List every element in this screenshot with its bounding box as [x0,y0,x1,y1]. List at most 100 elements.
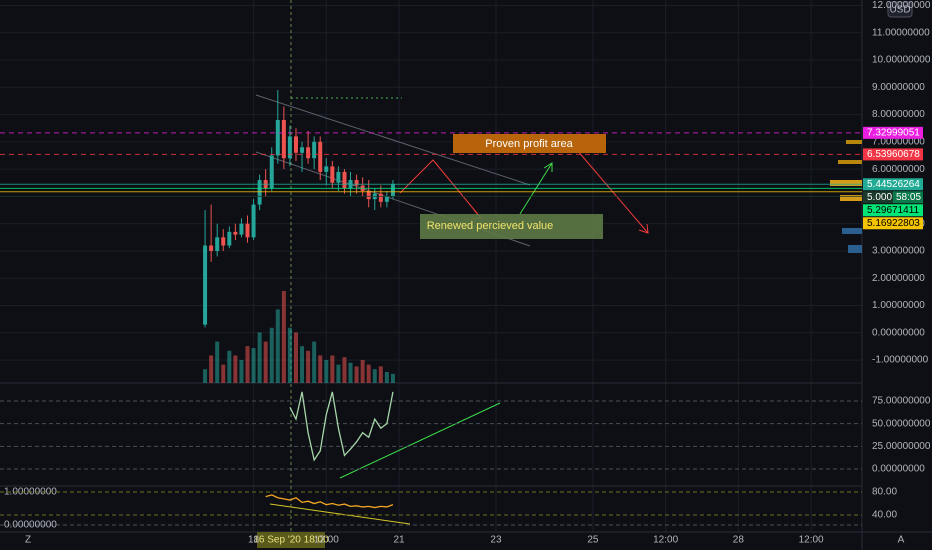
volume-bar [275,309,280,383]
button[interactable]: A [898,535,905,546]
candle-body [390,184,395,197]
profile-bar [830,180,862,186]
profile-bar [846,140,862,144]
x-tick-label: 25 [587,535,599,546]
volume-bar [384,371,389,383]
volume-bar [203,369,208,383]
annotation: Renewed percieved value [427,220,554,232]
candle-body [312,141,317,159]
x-tick-label: 12:00 [314,535,339,546]
candle-body [342,171,347,189]
candle-body [354,180,359,186]
y-tick-label: 10.00000000 [872,55,931,66]
volume-bar [251,348,256,383]
trend-line [339,402,501,479]
button[interactable]: Z [25,535,31,546]
x-tick-label: 28 [733,535,745,546]
candle-body [245,223,250,238]
volume-bar [227,350,232,383]
currency[interactable]: USD [889,5,910,16]
candle-body [281,120,286,159]
price-label: 5.44526264 [867,179,920,190]
volume-bar [330,355,335,383]
x-tick-label: 21 [393,535,405,546]
candle-body [209,245,214,251]
price-label-box [863,148,923,161]
candle-body [275,120,280,156]
candle-body [251,204,256,238]
volume-bar [269,327,274,383]
y-tick-label: 3.00000000 [872,246,925,257]
rsi-tick-label: 0.00000000 [872,464,925,475]
rsi-tick-label: 50.00000000 [872,418,931,429]
volume-bar [287,327,292,383]
volume-bar [366,364,371,383]
crosshair-box [257,532,325,548]
volume-bar [239,360,244,383]
candle-body [287,136,292,159]
currency-button[interactable] [887,1,913,18]
candle-body [269,155,274,189]
y-tick-label: 11.00000000 [872,27,930,38]
volume-profile [830,140,862,253]
volume-bar [324,360,329,383]
y-tick-label: 8.00000000 [872,109,925,120]
price-label-box [863,191,893,204]
candle-body [233,231,238,235]
volume-bar [209,355,214,383]
candle-body [384,196,389,202]
rsi-tick-label: 75.00000000 [872,396,931,407]
price-label-box [863,204,923,217]
candle-body [324,166,329,172]
grid [0,0,862,532]
trend-line [269,503,411,525]
profile-bar [842,228,862,234]
x-tick-label: 12:00 [653,535,678,546]
candle-body [257,180,262,205]
price-label: 5.29671411 [867,205,920,216]
candle-body [221,237,226,246]
y-tick-label: 2.00000000 [872,273,925,284]
volume-bar [263,341,268,383]
volume-bar [257,332,262,383]
profile-bar [848,245,862,253]
candle-body [203,245,208,325]
arrow-head [638,223,649,234]
volume-bar [348,362,353,383]
candle-body [239,223,244,235]
volume-bar [306,350,311,383]
y-tick-label: 12.00000000 [872,0,931,11]
rsi-line [289,391,394,462]
price-label: 5.000 [867,192,892,203]
stoch-line [265,494,394,509]
countdown-box [893,191,923,204]
y-tick-label: 1.00000000 [872,300,925,311]
y-tick-label: 0.00000000 [872,327,925,338]
candle-body [378,193,383,202]
candle-body [306,147,311,159]
y-tick-label: -1.00000000 [872,355,929,366]
profile-bar [838,160,862,164]
price-label: 7.32999051 [867,127,920,138]
volume-bar [360,360,365,383]
price-label-box [863,217,923,230]
volume-bar [342,357,347,383]
projection-arrow [399,159,482,219]
volume-bar [293,332,298,383]
volume-bar [233,355,238,383]
stoch-y2-tick-label: 80.00 [872,487,897,498]
candle-body [215,237,220,251]
candle-body [227,231,232,246]
candle-body [293,136,298,153]
volume-bar [354,366,359,383]
volume-bar [318,355,323,383]
x-tick-label: 18 [248,535,260,546]
volume-bar [336,364,341,383]
profile-bar [840,195,862,201]
countdown: 58:05 [896,192,921,203]
volume-bar [221,364,226,383]
x-tick-label: 23 [490,535,502,546]
